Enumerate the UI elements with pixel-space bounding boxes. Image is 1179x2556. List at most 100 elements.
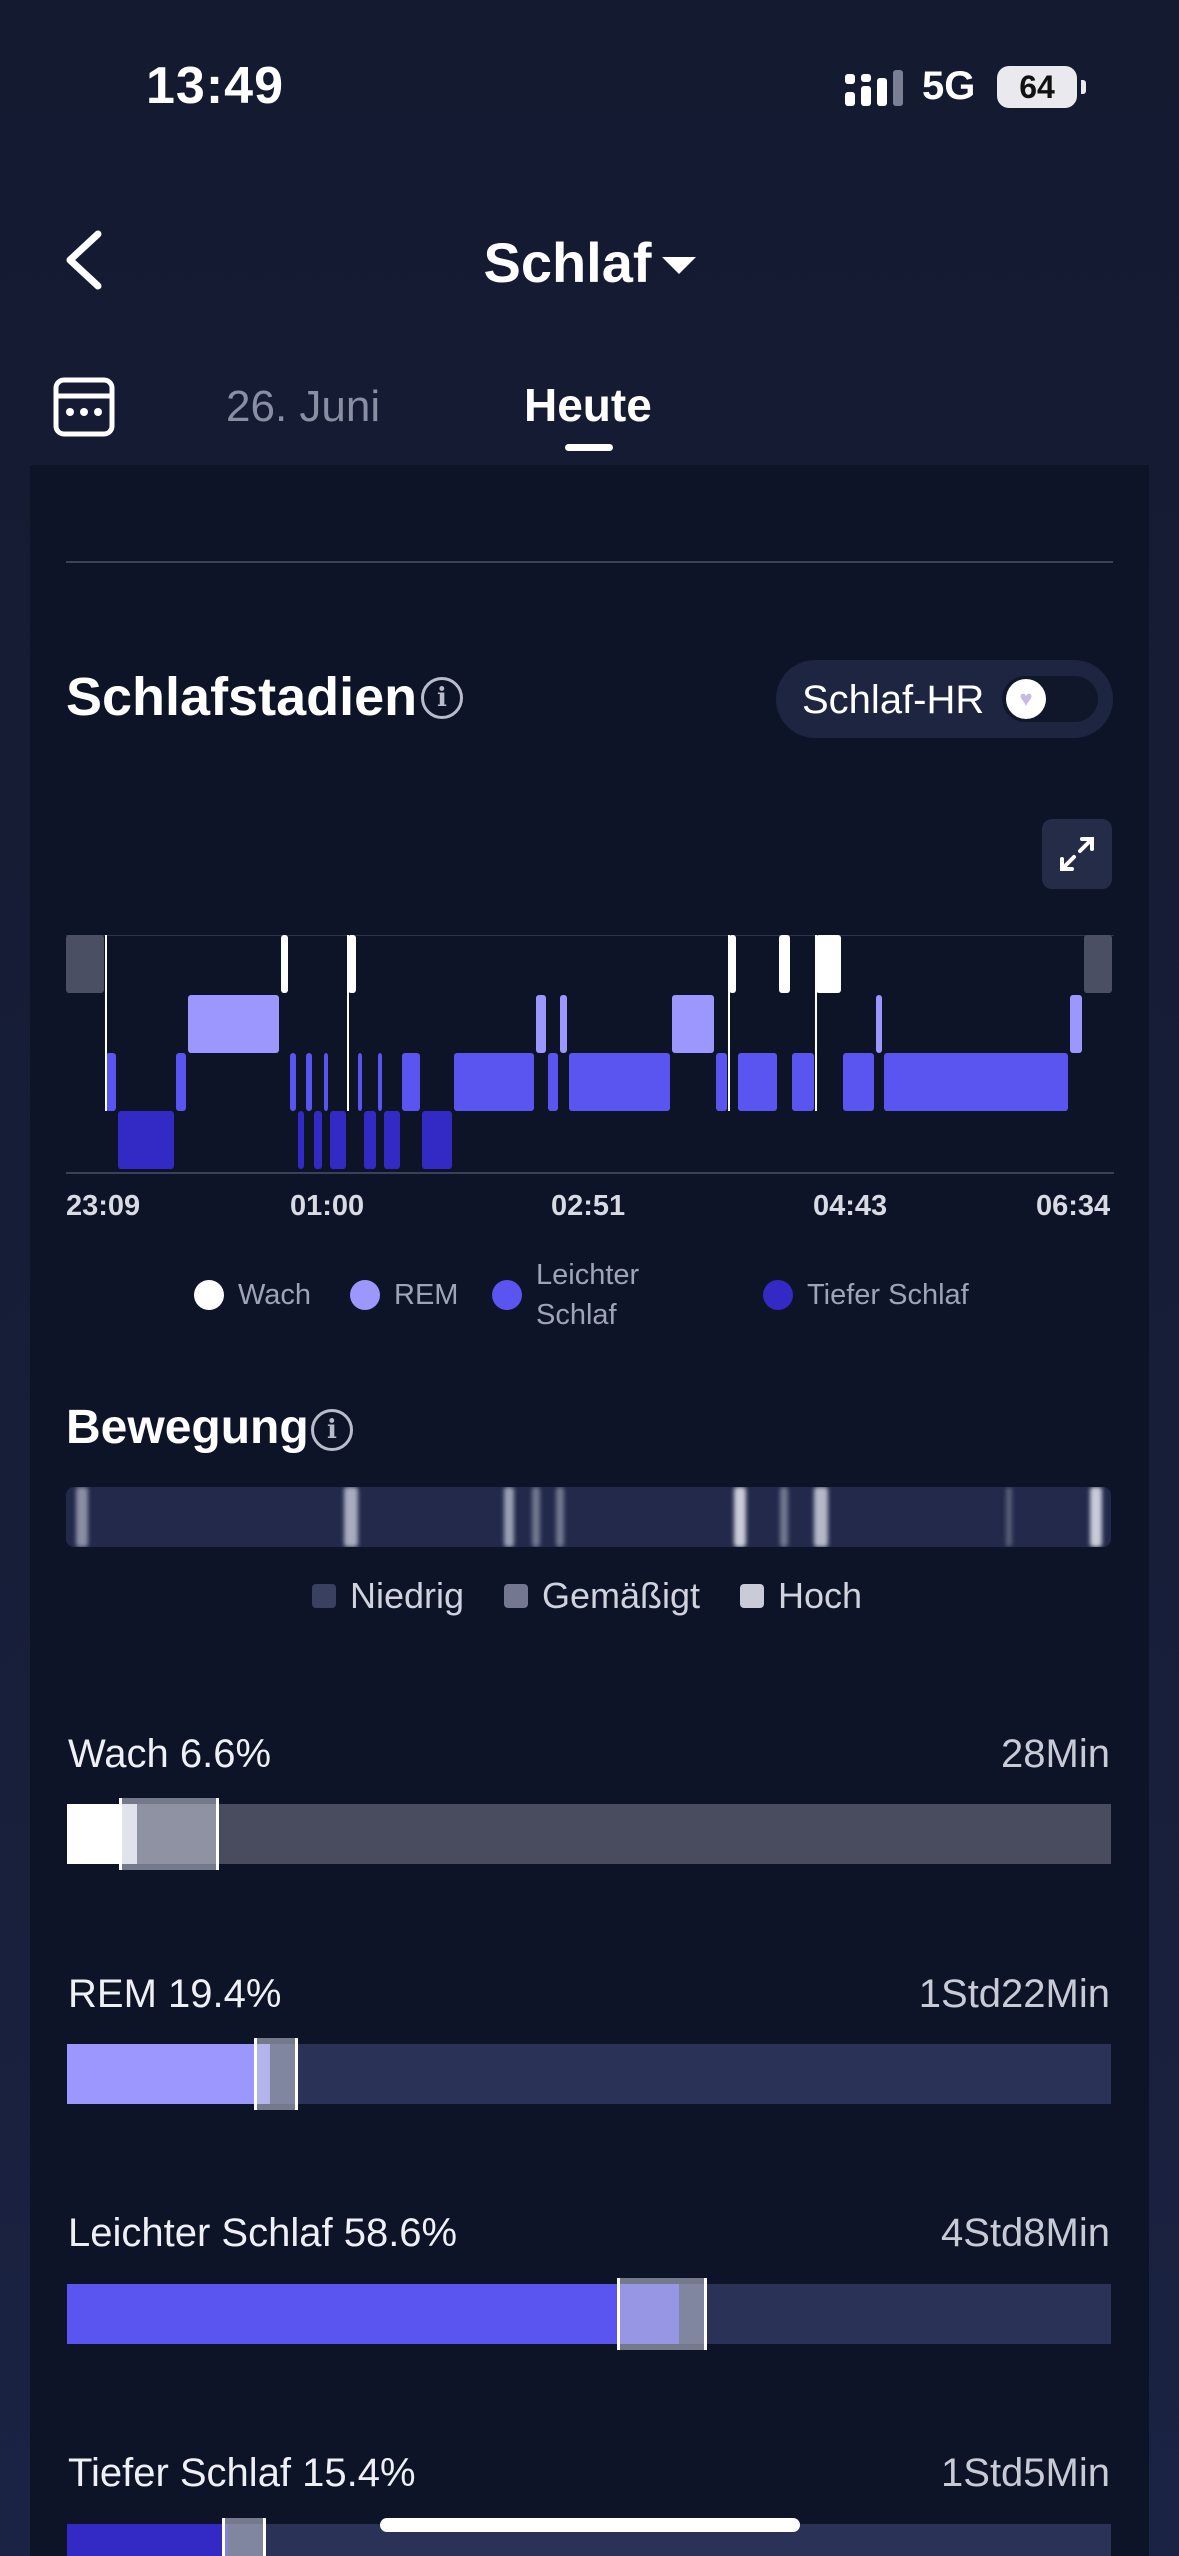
- stat-rem-bar: [67, 2038, 1111, 2110]
- x-tick-label: 06:34: [1036, 1190, 1111, 1222]
- legend-item-light: Leichter Schlaf: [492, 1255, 682, 1335]
- stage-segment: [176, 1053, 186, 1111]
- back-chevron-icon[interactable]: [58, 228, 118, 292]
- expand-icon[interactable]: [1042, 819, 1112, 889]
- movement-bar: [66, 1487, 1111, 1547]
- home-indicator: [380, 2518, 800, 2532]
- stat-rem-value: 1Std22Min: [918, 1972, 1110, 2016]
- stat-fill: [67, 2524, 228, 2556]
- stage-segment: [298, 1111, 304, 1169]
- title-dropdown[interactable]: Schlaf: [0, 230, 1179, 295]
- stat-range-marker: [222, 2518, 267, 2556]
- stage-segment: [330, 1111, 346, 1169]
- stage-segment: [716, 1053, 727, 1111]
- stage-segment: [548, 1053, 558, 1111]
- stage-segment: [729, 935, 736, 993]
- stat-wach-bar: [67, 1798, 1111, 1870]
- stat-light-value: 4Std8Min: [941, 2211, 1110, 2255]
- stage-segment: [66, 935, 104, 993]
- stat-wach-value: 28Min: [1001, 1732, 1110, 1776]
- movement-mark: [504, 1487, 514, 1547]
- stage-segment: [384, 1111, 400, 1169]
- movement-legend-moderate: Gemäßigt: [504, 1575, 700, 1617]
- stage-segment: [672, 995, 714, 1053]
- stages-info-icon[interactable]: i: [421, 677, 463, 719]
- stage-segment: [106, 1053, 116, 1111]
- legend-dot: [492, 1280, 522, 1310]
- movement-mark: [814, 1487, 828, 1547]
- stage-segment: [324, 1053, 328, 1111]
- stage-segment: [188, 995, 279, 1053]
- stage-segment: [569, 1053, 670, 1111]
- movement-legend-high: Hoch: [740, 1575, 862, 1617]
- network-type: 5G: [922, 64, 976, 108]
- stat-wach-label: Wach 6.6%: [68, 1732, 272, 1776]
- legend-item-deep: Tiefer Schlaf: [763, 1275, 969, 1315]
- nav-header: Schlaf: [0, 200, 1179, 320]
- stages-legend: Wach REM Leichter Schlaf Tiefer Schlaf: [0, 1255, 1179, 1335]
- movement-legend-low: Niedrig: [312, 1575, 464, 1617]
- stage-segment: [454, 1053, 534, 1111]
- stage-segment: [738, 1053, 777, 1111]
- stage-segment: [884, 1053, 1068, 1111]
- stat-fill: [67, 2044, 270, 2104]
- sleep-stages-chart: [66, 935, 1114, 1174]
- tab-active-indicator: [565, 444, 613, 451]
- heart-icon: ♥: [1006, 679, 1046, 719]
- x-tick-label: 04:43: [813, 1190, 888, 1222]
- movement-mark: [1090, 1487, 1102, 1547]
- stage-segment: [402, 1053, 420, 1111]
- legend-label: Wach: [238, 1279, 312, 1311]
- date-tabs: 26. Juni Heute: [0, 356, 1179, 466]
- stage-segment: [1084, 935, 1112, 993]
- stat-light-bar: [67, 2278, 1111, 2350]
- stat-deep-bar: [67, 2518, 1111, 2556]
- tab-today[interactable]: Heute: [524, 379, 652, 431]
- x-tick-label: 23:09: [66, 1190, 141, 1222]
- sleep-hr-switch[interactable]: ♥: [1002, 676, 1098, 722]
- stage-segment: [306, 1053, 312, 1111]
- legend-item-rem: REM: [350, 1275, 458, 1315]
- stage-segment: [536, 995, 546, 1053]
- x-tick-label: 02:51: [551, 1190, 626, 1222]
- movement-mark: [734, 1487, 746, 1547]
- stage-segment: [358, 1053, 362, 1111]
- movement-info-icon[interactable]: i: [311, 1409, 353, 1451]
- sleep-hr-label: Schlaf-HR: [802, 678, 985, 722]
- stat-light-label: Leichter Schlaf 58.6%: [68, 2211, 458, 2255]
- stage-segment: [281, 935, 288, 993]
- stage-segment: [364, 1111, 376, 1169]
- stat-rem-label: REM 19.4%: [68, 1972, 282, 2016]
- page-title: Schlaf: [483, 231, 652, 294]
- legend-label: Gemäßigt: [542, 1575, 701, 1616]
- legend-item-wach: Wach: [194, 1275, 311, 1315]
- calendar-icon[interactable]: [52, 374, 116, 438]
- section-divider: [66, 561, 1113, 563]
- stage-segment: [843, 1053, 874, 1111]
- dropdown-caret-icon: [661, 257, 696, 274]
- movement-mark: [344, 1487, 358, 1547]
- status-time: 13:49: [146, 57, 284, 115]
- legend-label: Hoch: [778, 1575, 863, 1616]
- battery-indicator: 64: [997, 66, 1086, 108]
- stage-segment: [290, 1053, 296, 1111]
- legend-label: Leichter Schlaf: [536, 1259, 640, 1331]
- stage-segment: [422, 1111, 452, 1169]
- stat-range-marker: [617, 2278, 708, 2350]
- status-bar: 13:49 5G 64: [0, 0, 1179, 140]
- legend-label: REM: [394, 1279, 459, 1311]
- legend-swatch: [312, 1584, 336, 1608]
- movement-mark: [532, 1487, 540, 1547]
- stage-segment: [348, 935, 356, 993]
- sleep-hr-toggle[interactable]: Schlaf-HR ♥: [776, 660, 1113, 738]
- tab-previous-date[interactable]: 26. Juni: [226, 382, 381, 431]
- legend-label: Tiefer Schlaf: [807, 1279, 969, 1311]
- stat-deep-value: 1Std5Min: [941, 2451, 1110, 2495]
- movement-mark: [1006, 1487, 1012, 1547]
- cellular-signal-icon: [845, 70, 903, 106]
- legend-swatch: [504, 1584, 528, 1608]
- legend-dot: [194, 1280, 224, 1310]
- stage-segment: [1070, 995, 1082, 1053]
- stage-segment: [792, 1053, 814, 1111]
- stage-segment: [779, 935, 790, 993]
